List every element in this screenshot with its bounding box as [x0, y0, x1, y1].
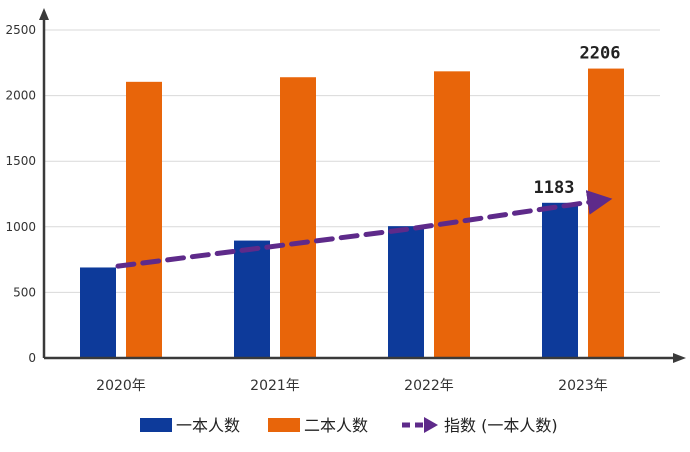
data-label: 2206	[580, 44, 621, 64]
bars	[80, 68, 624, 359]
legend-label: 指数 (一本人数)	[444, 416, 558, 435]
legend: 一本人数 二本人数 指数 (一本人数)	[140, 416, 558, 435]
x-tick-label: 2020年	[96, 378, 146, 394]
y-tick-label: 1000	[5, 220, 36, 234]
y-tick-label: 500	[13, 285, 36, 299]
axes	[39, 8, 686, 363]
bar-二本人数-2022年	[434, 71, 470, 358]
legend-swatch	[140, 418, 172, 432]
y-tick-label: 1500	[5, 154, 36, 168]
bar-一本人数-2020年	[80, 267, 116, 358]
x-tick-label: 2023年	[558, 378, 608, 394]
bar-二本人数-2020年	[126, 81, 162, 358]
x-tick-label: 2021年	[250, 378, 300, 394]
y-axis-arrow	[39, 8, 49, 20]
data-label: 1183	[534, 178, 575, 198]
y-tick-label: 2000	[5, 89, 36, 103]
x-tick-label: 2022年	[404, 378, 454, 394]
labels: 0 500 1000 1500 2000 2500 2020年 2021年 2022年 2023年…	[5, 23, 620, 394]
y-tick-label: 0	[28, 351, 36, 365]
trend-arrow-line	[115, 190, 613, 269]
legend-arrow	[424, 417, 438, 433]
bar-一本人数-2022年	[388, 226, 424, 358]
legend-label: 二本人数	[304, 416, 368, 435]
bar-一本人数-2023年	[542, 202, 578, 358]
bar-一本人数-2021年	[234, 240, 270, 358]
x-axis-arrow	[673, 353, 686, 363]
legend-swatch	[268, 418, 300, 432]
trend-line	[115, 190, 613, 269]
y-tick-label: 2500	[5, 23, 36, 37]
bar-二本人数-2023年	[588, 68, 624, 358]
legend-label: 一本人数	[176, 416, 240, 435]
bar-二本人数-2021年	[280, 77, 316, 359]
